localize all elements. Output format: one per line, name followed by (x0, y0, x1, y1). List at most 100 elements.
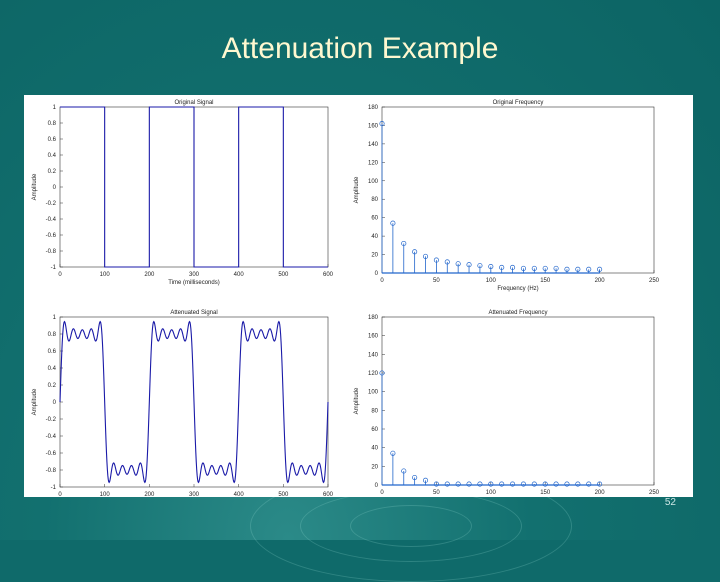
y-tick-label: 0.4 (48, 366, 57, 372)
y-tick-label: 0 (53, 185, 57, 191)
x-tick-label: 0 (380, 490, 384, 496)
stem-marker (401, 240, 407, 247)
x-tick-label: 50 (433, 278, 440, 284)
y-tick-label: 120 (368, 371, 379, 377)
stem-marker (477, 263, 483, 269)
y-tick-label: 80 (371, 408, 378, 414)
stem-marker (401, 468, 407, 474)
y-tick-label: 180 (368, 315, 379, 321)
stem-marker (586, 266, 592, 272)
stem-marker (466, 481, 472, 487)
stem-marker (564, 266, 570, 272)
y-axis-label: Amplitude (32, 173, 38, 200)
stem-marker (477, 481, 483, 487)
plot-frame (381, 316, 655, 486)
y-tick-label: 0 (375, 483, 379, 489)
stem-marker (390, 220, 396, 226)
x-tick-label: 600 (323, 272, 334, 278)
y-tick-label: 20 (371, 253, 378, 259)
stem-marker (510, 481, 516, 487)
x-tick-label: 250 (649, 490, 660, 496)
stem-marker (444, 481, 450, 487)
x-tick-label: 300 (189, 492, 200, 497)
stem-marker (586, 481, 592, 487)
y-tick-label: 160 (368, 123, 379, 129)
x-tick-label: 150 (540, 278, 551, 284)
x-tick-label: 200 (595, 490, 606, 496)
x-tick-label: 150 (540, 490, 551, 496)
y-tick-label: -1 (51, 265, 57, 271)
stem-marker (412, 474, 418, 481)
y-tick-label: 100 (368, 390, 379, 396)
x-tick-label: 100 (486, 278, 497, 284)
slide-title: Attenuation Example (221, 32, 499, 65)
subplot-title: Attenuated Frequency (488, 310, 547, 316)
stem-marker (597, 481, 603, 487)
y-tick-label: 0.8 (48, 332, 57, 338)
y-tick-label: 1 (53, 105, 57, 111)
x-tick-label: 250 (649, 278, 660, 284)
x-tick-label: 400 (234, 272, 245, 278)
page-number: 52 (664, 497, 676, 508)
y-tick-label: 40 (371, 446, 378, 452)
y-tick-label: -0.8 (46, 468, 57, 474)
stem-marker (510, 264, 516, 271)
attenuated-signal-line (59, 320, 329, 484)
x-tick-label: 500 (278, 272, 289, 278)
x-tick-label: 600 (323, 492, 334, 497)
stem-marker (575, 266, 581, 272)
stem-marker (488, 263, 494, 270)
x-tick-label: 100 (100, 492, 111, 497)
x-axis-label: Time (milliseconds) (168, 280, 219, 286)
y-tick-label: -0.8 (46, 249, 57, 255)
x-tick-label: 400 (234, 492, 245, 497)
y-axis-label: Amplitude (354, 387, 360, 414)
y-axis-label: Amplitude (354, 176, 360, 203)
stem-marker (433, 257, 439, 263)
subplot-title: Original Signal (174, 100, 213, 106)
stem-marker (390, 450, 396, 456)
y-tick-label: 80 (371, 197, 378, 203)
y-tick-label: -0.2 (46, 201, 57, 207)
x-tick-label: 0 (58, 492, 62, 497)
stem-marker (455, 481, 461, 487)
stem-marker (531, 265, 537, 271)
x-tick-label: 200 (595, 278, 606, 284)
stem-marker (488, 481, 494, 487)
figure-canvas: 0 100 200 300 400 500 600-1-0.8-0.6-0.4-0.200.… (32, 100, 660, 506)
signal-line (60, 106, 328, 268)
stem-marker (520, 265, 526, 271)
y-tick-label: -0.6 (46, 233, 57, 239)
stem-marker (466, 262, 472, 268)
x-tick-label: 100 (100, 272, 111, 278)
y-tick-label: 120 (368, 160, 379, 166)
x-tick-label: 500 (278, 492, 289, 497)
y-tick-label: 0.6 (48, 137, 57, 143)
subplot-1 (59, 106, 329, 268)
stem-marker (531, 481, 537, 487)
x-tick-label: 100 (486, 490, 497, 496)
y-tick-label: -0.4 (46, 217, 57, 223)
y-tick-label: 180 (368, 105, 379, 111)
y-tick-label: 100 (368, 179, 379, 185)
y-tick-label: 0.8 (48, 121, 57, 127)
y-tick-label: 140 (368, 142, 379, 148)
stem-marker (455, 261, 461, 267)
y-tick-label: 20 (371, 464, 378, 470)
x-tick-label: 0 (380, 278, 384, 284)
stem-marker (499, 264, 505, 271)
figure-panel: 0 100 200 300 400 500 600 -1 -0.8 -0.6 -0.4 -0.2 0 0.… (24, 95, 693, 506)
stem-marker (433, 481, 439, 487)
y-tick-label: 0 (375, 271, 379, 277)
subplot-2 (379, 106, 655, 274)
x-tick-label: 200 (144, 272, 155, 278)
stem-marker (542, 481, 548, 487)
stem-marker (379, 370, 385, 376)
y-tick-label: 0.4 (48, 153, 57, 159)
stem-marker (597, 266, 603, 272)
stem-marker (444, 259, 450, 265)
stem-marker (412, 249, 418, 255)
y-tick-label: 0.2 (48, 383, 57, 389)
y-tick-label: 40 (371, 234, 378, 240)
stem-marker (422, 477, 429, 483)
